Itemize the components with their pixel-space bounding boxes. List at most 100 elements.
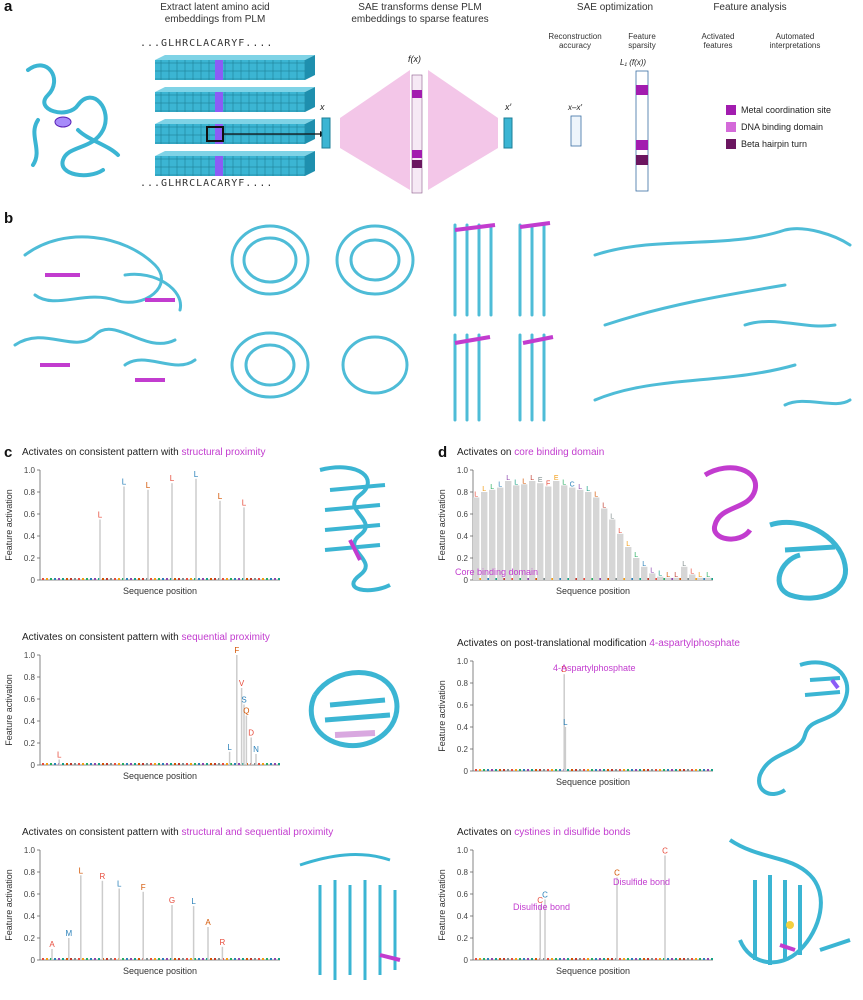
y-tick-label: 0.8 (24, 673, 36, 682)
baseline-residue (531, 958, 533, 960)
baseline-residue (579, 769, 581, 771)
baseline-residue (655, 769, 657, 771)
baseline-residue (174, 958, 176, 960)
baseline-residue (611, 958, 613, 960)
baseline-residue (218, 958, 220, 960)
baseline-residue (623, 578, 625, 580)
baseline-residue (655, 958, 657, 960)
baseline-residue (511, 578, 513, 580)
residue-label: L (194, 470, 199, 479)
baseline-residue (575, 769, 577, 771)
residue-label: C (542, 891, 548, 900)
baseline-residue (567, 958, 569, 960)
residue-label: L (191, 897, 196, 906)
baseline-residue (639, 578, 641, 580)
baseline-residue (515, 958, 517, 960)
y-tick-label: 0.8 (457, 679, 469, 688)
baseline-residue (118, 763, 120, 765)
baseline-residue (262, 578, 264, 580)
y-tick-label: 0 (31, 956, 36, 965)
baseline-residue (487, 769, 489, 771)
baseline-residue (551, 958, 553, 960)
y-tick-label: 0.6 (457, 890, 469, 899)
activation-bar (657, 576, 664, 580)
y-tick-label: 0.4 (24, 912, 36, 921)
baseline-residue (238, 578, 240, 580)
baseline-residue (74, 763, 76, 765)
baseline-residue (54, 958, 56, 960)
baseline-residue (202, 763, 204, 765)
fx-label: f(x) (408, 54, 421, 64)
baseline-residue (86, 958, 88, 960)
activation-bar (649, 573, 656, 580)
baseline-residue (194, 763, 196, 765)
baseline-residue (611, 769, 613, 771)
baseline-residue (278, 763, 280, 765)
sparsity-label: Feature sparsity (628, 32, 656, 50)
baseline-residue (158, 763, 160, 765)
baseline-residue (627, 769, 629, 771)
baseline-residue (647, 958, 649, 960)
baseline-residue (254, 763, 256, 765)
baseline-residue (210, 578, 212, 580)
baseline-residue (274, 763, 276, 765)
protein-structure-a (26, 63, 120, 178)
baseline-residue (583, 769, 585, 771)
baseline-residue (146, 578, 148, 580)
baseline-residue (667, 958, 669, 960)
baseline-residue (503, 578, 505, 580)
extract-title: Extract latent amino acid embeddings fro… (160, 2, 270, 25)
baseline-residue (571, 769, 573, 771)
residue-label: L (650, 567, 654, 574)
annotation-label: Core binding domain (455, 567, 538, 577)
baseline-residue (671, 578, 673, 580)
y-tick-label: 1.0 (24, 846, 36, 855)
baseline-residue (679, 578, 681, 580)
baseline-residue (631, 769, 633, 771)
residue-label: R (220, 938, 226, 947)
baseline-residue (599, 769, 601, 771)
baseline-residue (659, 958, 661, 960)
baseline-residue (206, 958, 208, 960)
baseline-residue (527, 769, 529, 771)
baseline-residue (102, 763, 104, 765)
activation-bar (705, 577, 712, 580)
baseline-residue (82, 763, 84, 765)
baseline-residue (635, 769, 637, 771)
residue-label: L (506, 475, 510, 482)
baseline-residue (78, 578, 80, 580)
baseline-residue (186, 958, 188, 960)
residue-label: L (218, 492, 223, 501)
activation-bar (497, 487, 504, 580)
residue-label: L (490, 484, 494, 491)
baseline-residue (202, 958, 204, 960)
x-axis-title: Sequence position (556, 777, 630, 787)
baseline-residue (62, 578, 64, 580)
baseline-residue (82, 958, 84, 960)
residue-label: L (626, 541, 630, 548)
y-tick-label: 0 (464, 767, 469, 776)
x-axis-title: Sequence position (123, 966, 197, 976)
baseline-residue (587, 769, 589, 771)
baseline-residue (595, 958, 597, 960)
baseline-residue (162, 578, 164, 580)
activation-bar (473, 497, 480, 580)
activation-bar (617, 533, 624, 580)
baseline-residue (547, 958, 549, 960)
baseline-residue (523, 958, 525, 960)
residue-label: V (239, 679, 245, 688)
baseline-residue (178, 578, 180, 580)
baseline-residue (551, 769, 553, 771)
baseline-residue (262, 958, 264, 960)
baseline-residue (274, 958, 276, 960)
baseline-residue (74, 578, 76, 580)
baseline-residue (491, 958, 493, 960)
panel-label-b: b (4, 210, 14, 227)
baseline-residue (178, 763, 180, 765)
activation-bar (505, 481, 512, 580)
baseline-residue (146, 763, 148, 765)
baseline-residue (651, 769, 653, 771)
baseline-residue (591, 769, 593, 771)
baseline-residue (50, 578, 52, 580)
y-axis-title: Feature activation (4, 674, 14, 746)
